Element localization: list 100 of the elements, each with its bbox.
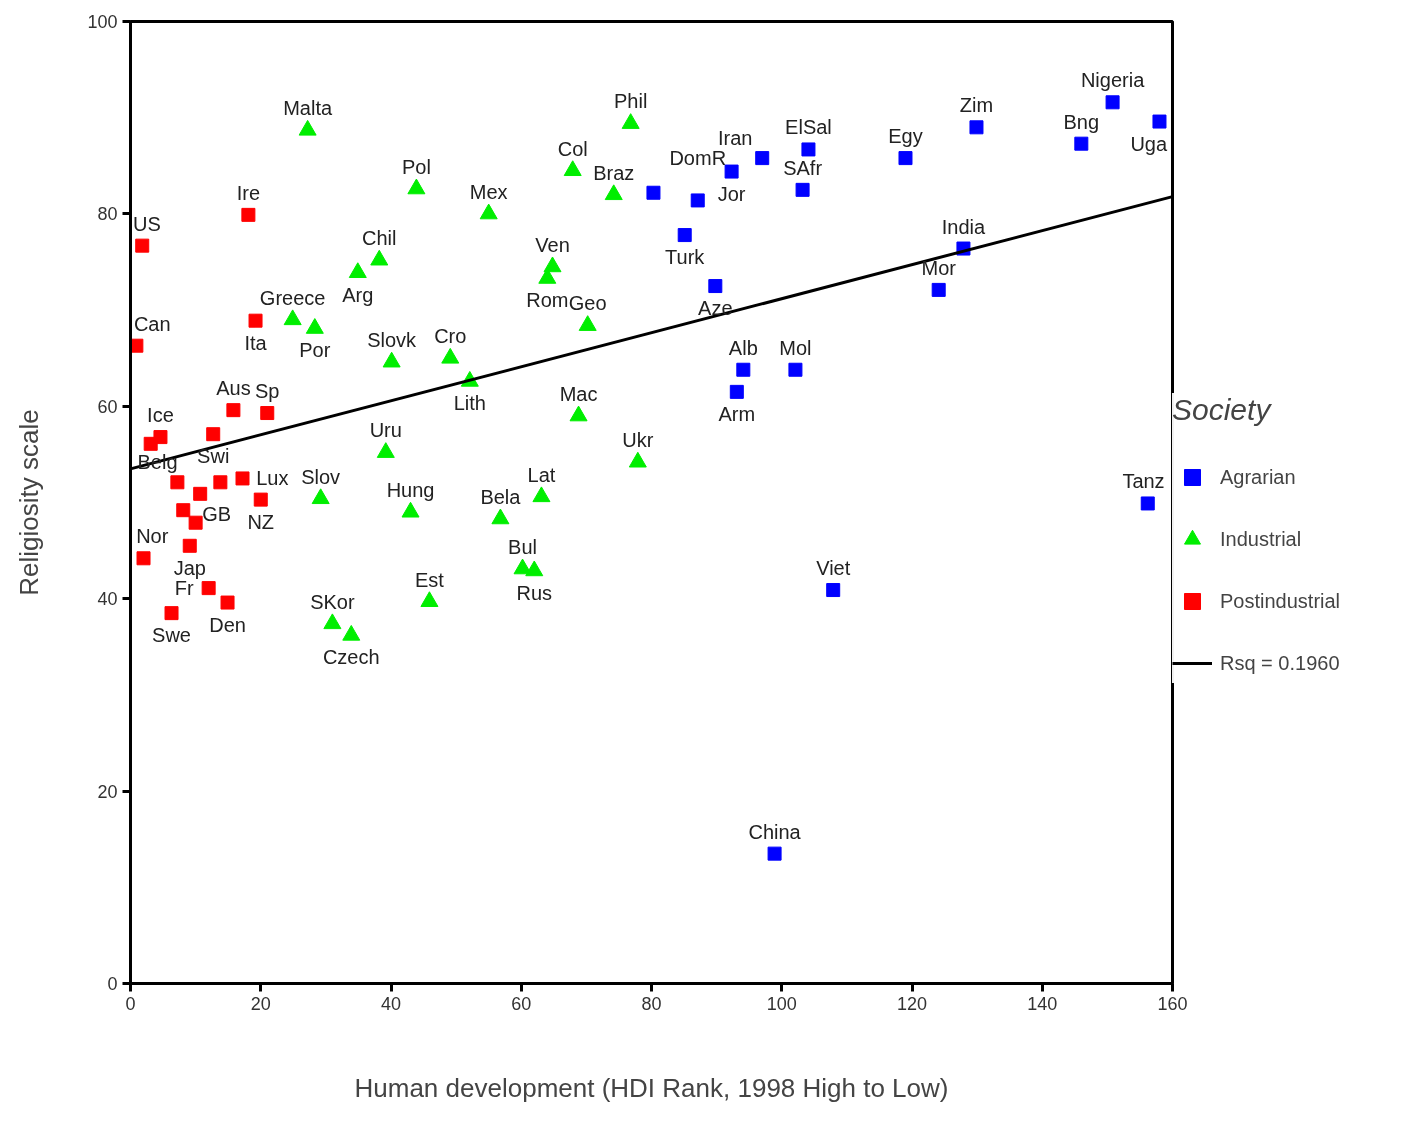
y-tick-label: 100	[87, 12, 118, 32]
point	[136, 551, 151, 566]
point	[311, 488, 330, 505]
annotation: SKor	[310, 590, 355, 613]
annotation: US	[133, 212, 161, 235]
x-tick-label: 40	[380, 993, 402, 1014]
point	[898, 151, 913, 166]
y-tick-label: 60	[97, 396, 118, 417]
annotation: Col	[557, 137, 588, 160]
point	[164, 606, 179, 621]
annotation: Alb	[728, 336, 758, 359]
point	[248, 313, 263, 328]
legend-label: Postindustrial	[1220, 589, 1341, 613]
annotation: SAfr	[783, 156, 823, 179]
point	[201, 581, 216, 596]
annotation: Bul	[508, 535, 538, 558]
annotation: Den	[209, 613, 246, 636]
point	[563, 160, 582, 177]
point	[220, 595, 235, 610]
point	[176, 503, 191, 518]
point	[226, 403, 241, 418]
y-tick-label: 80	[97, 204, 118, 225]
x-tick-label: 120	[896, 993, 928, 1014]
annotation: Nor	[136, 525, 169, 548]
annotation: Uru	[369, 419, 402, 442]
point	[826, 583, 841, 598]
point	[736, 362, 751, 377]
point	[182, 538, 197, 553]
annotation: Ire	[236, 181, 261, 204]
annotation: Sp	[255, 380, 280, 403]
x-axis-title: Human development (HDI Rank, 1998 High to Low)	[354, 1072, 949, 1103]
annotation: India	[941, 215, 987, 238]
annotation: Lat	[527, 463, 556, 486]
point	[283, 309, 302, 326]
annotation: Nigeria	[1080, 69, 1146, 92]
legend-label: Industrial	[1220, 527, 1302, 551]
point	[525, 560, 544, 577]
point	[135, 238, 150, 253]
annotation: Slovk	[367, 329, 418, 352]
annotation: Fr	[174, 577, 194, 600]
x-tick-label: 60	[511, 993, 532, 1014]
point	[767, 846, 782, 861]
y-axis-title: Religiosity scale	[14, 409, 45, 596]
point	[188, 515, 203, 530]
x-tick-label: 0	[125, 993, 136, 1014]
point	[708, 279, 723, 294]
point	[143, 436, 158, 451]
annotation: Est	[414, 568, 445, 591]
point	[193, 486, 208, 501]
annotation: Iran	[717, 127, 753, 150]
point	[1105, 95, 1120, 110]
x-tick-label: 20	[250, 993, 271, 1014]
point	[931, 282, 946, 297]
point	[1140, 496, 1155, 511]
annotation: Egy	[888, 125, 923, 148]
annotation: Swi	[197, 445, 230, 468]
point	[1152, 114, 1167, 129]
annotation: Malta	[283, 97, 333, 120]
annotation: NZ	[247, 510, 275, 533]
annotation: GB	[202, 502, 232, 525]
x-tick-label: 140	[1027, 993, 1058, 1014]
point	[788, 362, 803, 377]
annotation: ElSal	[785, 116, 832, 139]
annotation: Mor	[921, 256, 957, 279]
annotation: China	[748, 820, 802, 843]
annotation: Bng	[1063, 110, 1100, 133]
annotation: Phil	[613, 90, 648, 113]
annotation: Geo	[568, 292, 607, 315]
annotation: Arm	[718, 402, 756, 425]
y-tick-label: 0	[107, 974, 118, 994]
annotation: Greece	[259, 286, 326, 309]
annotation: Aze	[698, 297, 733, 320]
annotation: Mol	[779, 336, 812, 359]
point	[260, 406, 275, 421]
point	[1074, 136, 1089, 151]
point	[755, 151, 770, 166]
point	[323, 613, 342, 630]
annotation: Ice	[147, 404, 174, 427]
annotation: Swe	[152, 624, 191, 647]
point	[235, 471, 250, 486]
annotation: Rus	[516, 581, 553, 604]
point	[677, 228, 692, 243]
point	[604, 184, 623, 201]
point	[729, 384, 744, 399]
annotation: Can	[133, 312, 171, 335]
annotation: Viet	[816, 557, 851, 580]
annotation: Ita	[244, 331, 268, 354]
legend-label: Agrarian	[1220, 465, 1296, 489]
point	[646, 185, 661, 200]
annotation: Aus	[216, 377, 251, 400]
annotation: Lith	[453, 392, 486, 415]
y-tick-label: 20	[97, 781, 118, 802]
annotation: Slov	[301, 465, 341, 488]
annotation: Por	[299, 339, 331, 362]
annotation: Chil	[362, 227, 397, 250]
annotation: Turk	[665, 246, 706, 269]
annotation: Jap	[173, 556, 206, 579]
point	[795, 182, 810, 197]
annotation: Mex	[469, 180, 508, 203]
y-tick-label: 40	[97, 589, 118, 610]
